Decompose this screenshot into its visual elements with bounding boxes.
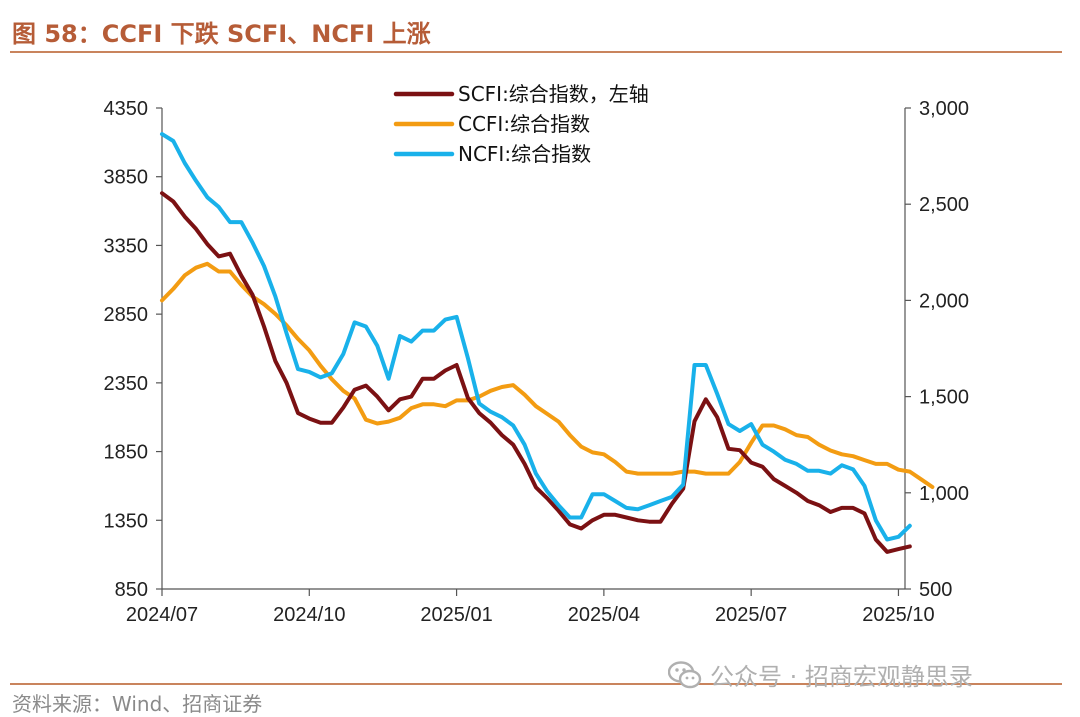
top-divider bbox=[10, 51, 1062, 53]
series-line-ncfi bbox=[160, 132, 912, 542]
left-tick-label: 3350 bbox=[104, 235, 149, 257]
left-tick-label: 4350 bbox=[104, 98, 149, 120]
x-tick-label: 2024/10 bbox=[273, 604, 345, 626]
chart-axes: 4350 3850 3350 2850 2350 1850 1350 850 3,000 2,50… bbox=[104, 98, 970, 626]
series-line-scfi bbox=[160, 191, 912, 554]
left-tick-label: 1350 bbox=[104, 510, 149, 532]
x-tick-label: 2024/07 bbox=[126, 604, 198, 626]
x-tick-label: 2025/07 bbox=[715, 604, 787, 626]
source-note: 资料来源：Wind、招商证券 bbox=[12, 692, 263, 716]
series-line-ccfi bbox=[160, 261, 935, 489]
right-tick-label: 2,000 bbox=[919, 290, 969, 312]
wechat-icon bbox=[668, 660, 702, 688]
watermark-text: 公众号 · 招商宏观静思录 bbox=[710, 663, 973, 691]
right-tick-label: 2,500 bbox=[919, 194, 969, 216]
wechat-watermark: 公众号 · 招商宏观静思录 bbox=[668, 657, 973, 692]
x-tick-label: 2025/10 bbox=[862, 604, 934, 626]
legend-label: NCFI:综合指数 bbox=[458, 142, 591, 166]
x-tick-label: 2025/01 bbox=[420, 604, 492, 626]
figure-title: 图 58：CCFI 下跌 SCFI、NCFI 上涨 bbox=[12, 20, 431, 48]
x-tick-label: 2025/04 bbox=[568, 604, 640, 626]
left-tick-label: 3850 bbox=[104, 167, 149, 189]
left-tick-label: 1850 bbox=[104, 442, 149, 464]
legend-label: CCFI:综合指数 bbox=[458, 112, 590, 136]
right-tick-label: 1,000 bbox=[919, 483, 969, 505]
right-tick-label: 1,500 bbox=[919, 387, 969, 409]
left-tick-label: 850 bbox=[115, 579, 148, 601]
legend-label: SCFI:综合指数，左轴 bbox=[458, 82, 649, 106]
left-tick-label: 2350 bbox=[104, 373, 149, 395]
chart-series bbox=[160, 132, 935, 554]
chart-legend: SCFI:综合指数，左轴 CCFI:综合指数 NCFI:综合指数 bbox=[393, 82, 649, 166]
right-tick-label: 500 bbox=[919, 579, 952, 601]
left-tick-label: 2850 bbox=[104, 304, 149, 326]
right-tick-label: 3,000 bbox=[919, 98, 969, 120]
bottom-divider bbox=[10, 683, 1062, 685]
